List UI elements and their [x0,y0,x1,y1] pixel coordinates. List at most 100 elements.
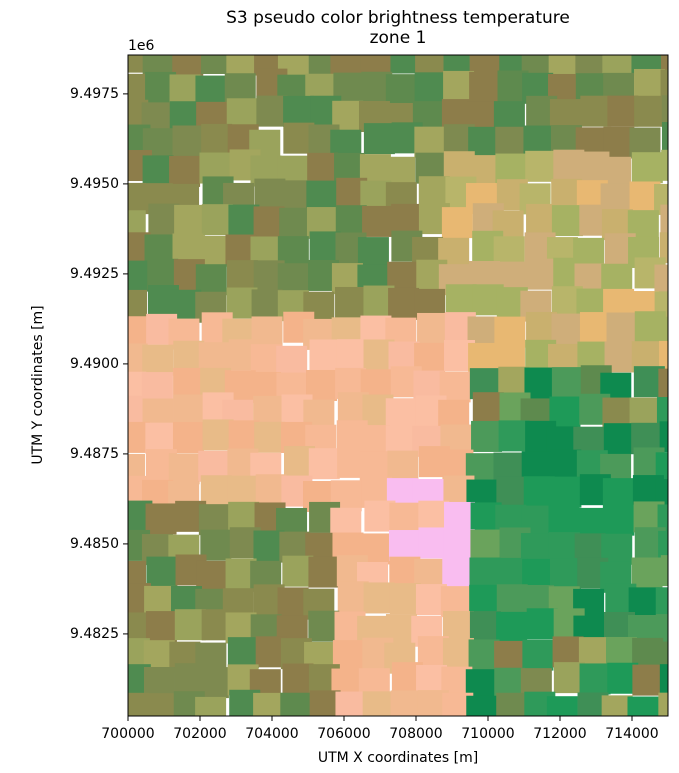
image-cell [308,610,340,642]
image-cell [496,611,528,643]
image-cell [276,345,308,377]
image-cell [656,316,668,348]
image-cell [145,422,177,454]
image-cell [575,55,607,78]
image-cell [172,125,204,157]
image-cell [388,530,420,562]
x-tick-label: 702000 [173,726,226,742]
image-cell [251,289,283,321]
image-cell [279,207,311,239]
image-cell [418,176,450,208]
image-cell [601,695,633,716]
image-cell [309,231,341,263]
image-cell [174,204,206,236]
image-cell [335,691,367,716]
image [128,55,668,716]
y-tick-label: 9.4850 [70,536,119,552]
x-tick-label: 712000 [533,726,586,742]
image-cell [173,367,205,399]
y-tick-label: 9.4925 [70,266,119,282]
image-cell [521,55,553,78]
image-cell [656,397,668,429]
image-cell [145,503,177,535]
image-cell [201,204,233,236]
image-cell [169,74,201,106]
image-cell [494,316,526,348]
image-cell [550,476,582,508]
image-cell [306,180,338,212]
image-cell [472,392,504,424]
image-cell [201,55,233,74]
image-cell [631,152,663,184]
image-cell [658,368,668,400]
image-cell [201,123,233,155]
image-cell [253,530,285,562]
image-cell [144,693,176,716]
image-cell [254,421,286,453]
image-cell [391,203,423,235]
image-cell [523,476,555,508]
chart-title: zone 1 [370,28,427,48]
image-cell [414,126,446,158]
image-cell [660,204,668,236]
image-cell [602,55,634,78]
image-cell [414,72,446,104]
image-cell [387,450,419,482]
image-cell [551,367,583,399]
image-cell [606,312,638,344]
image-cell [142,155,174,187]
image-cell [256,95,288,127]
image-cell [659,421,668,453]
y-axis-label: UTM Y coordinates [m] [30,305,46,464]
image-cell [128,73,148,105]
image-cell [634,95,666,127]
image-cell [385,74,417,106]
image-cell [282,663,314,695]
x-tick-label: 706000 [317,726,370,742]
chart-title: S3 pseudo color brightness temperature [226,8,570,28]
image-cell [607,95,639,127]
x-tick-label: 704000 [245,726,298,742]
image-cell [128,371,147,403]
image-cell [128,421,151,453]
image-cell [389,502,421,534]
image-cell [128,692,150,716]
y-tick-label: 9.4950 [70,176,119,192]
image-cell [526,608,558,640]
y-tick-label: 9.4900 [70,356,119,372]
image-cell [128,182,147,214]
image-cell [226,260,258,292]
image-cell [415,55,447,76]
image-cell [195,696,227,716]
image-cell [655,614,668,646]
image-cell [522,639,554,671]
image-cell [627,696,659,716]
image-cell [227,475,259,507]
image-cell [634,68,666,100]
image-cell [632,664,664,696]
image-cell [309,339,341,371]
y-offset-label: 1e6 [128,38,155,54]
image-cell [363,582,395,614]
image-cell [549,558,581,590]
image-cell [279,180,311,212]
x-tick-label: 708000 [389,726,442,742]
image-cell [655,587,668,619]
image-cell [417,312,449,344]
image-cell [253,692,285,716]
image-cell [469,71,501,103]
image-cell [441,207,473,239]
image-cell [631,557,663,589]
image-cell [525,150,557,182]
image-cell [496,557,528,589]
image-cell [390,55,422,74]
image-cell [525,258,557,290]
image-cell [128,260,150,292]
image-cell [169,155,201,187]
image-cell [551,205,583,237]
image-cell [280,692,312,716]
image-cell [546,696,578,716]
image-cell [659,232,668,264]
image-cell [603,423,635,455]
